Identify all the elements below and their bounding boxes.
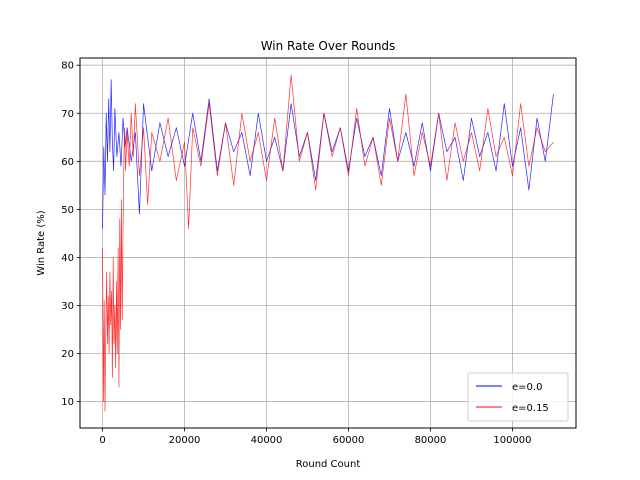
x-tick-label: 80000 — [415, 435, 447, 446]
legend-label-e015: e=0.15 — [512, 403, 549, 414]
legend-box — [467, 372, 569, 422]
series-layer — [102, 74, 554, 412]
legend-label-e0: e=0.0 — [512, 382, 542, 393]
x-axis-title: Round Count — [296, 459, 361, 470]
y-tick-label: 10 — [61, 397, 74, 408]
grid — [80, 58, 576, 428]
plot-frame — [79, 57, 577, 429]
y-tick-label: 50 — [61, 205, 74, 216]
x-tick-label: 60000 — [333, 435, 365, 446]
series-line-e015 — [102, 74, 554, 412]
axis-ticks: 0 20000 40000 60000 80000 100000 10 20 30 40 50 60 7… — [61, 61, 531, 446]
x-tick-label: 100000 — [493, 435, 531, 446]
series-line-e0 — [102, 79, 554, 229]
x-tick-label: 0 — [99, 435, 105, 446]
y-tick-label: 20 — [61, 349, 74, 360]
x-tick-label: 40000 — [251, 435, 283, 446]
legend: e=0.0 e=0.15 — [467, 372, 569, 422]
chart-title: Win Rate Over Rounds — [261, 39, 396, 53]
y-axis-title: Win Rate (%) — [36, 210, 47, 275]
y-tick-label: 70 — [61, 109, 74, 120]
y-tick-label: 30 — [61, 301, 74, 312]
y-tick-label: 80 — [61, 61, 74, 72]
x-tick-label: 20000 — [169, 435, 201, 446]
y-tick-label: 60 — [61, 157, 74, 168]
y-tick-label: 40 — [61, 253, 74, 264]
